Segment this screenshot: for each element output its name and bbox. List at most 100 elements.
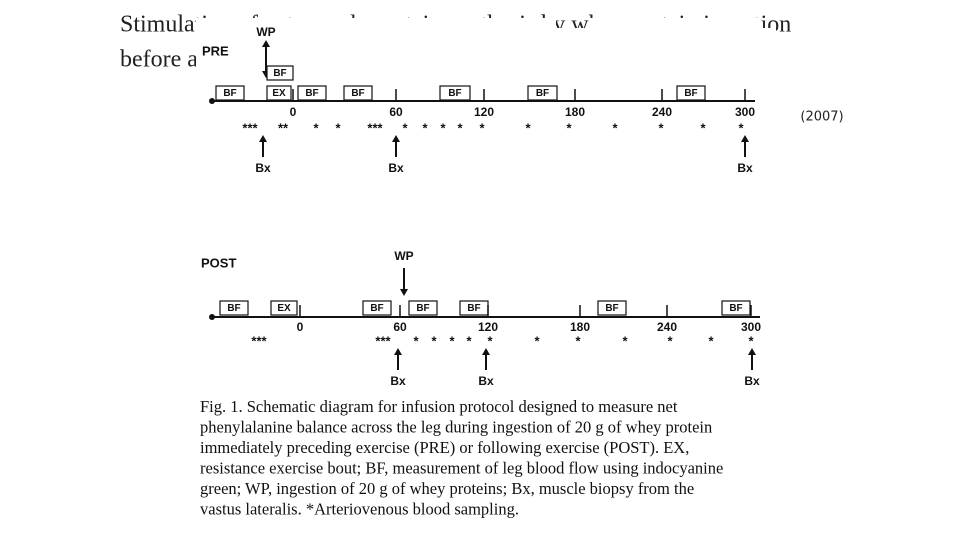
- sample-mark: ***: [367, 120, 383, 135]
- sample-mark: *: [413, 333, 419, 348]
- box-label: BF: [351, 88, 364, 99]
- year: (2007): [800, 110, 843, 125]
- sample-mark: *: [708, 333, 714, 348]
- sample-mark: ***: [375, 333, 391, 348]
- sample-mark: *: [466, 333, 472, 348]
- biopsy-label: Bx: [478, 374, 494, 388]
- sample-mark: *: [612, 120, 618, 135]
- box: [408, 300, 438, 316]
- sample-mark: *: [449, 333, 455, 348]
- biopsy-label: Bx: [388, 161, 404, 175]
- figure-panel: [196, 18, 556, 30]
- tick-label: 180: [570, 320, 590, 334]
- timeline-start: [209, 98, 215, 104]
- panel-label: PRE: [202, 43, 229, 58]
- box: [527, 85, 558, 101]
- sample-mark: ***: [251, 333, 267, 348]
- arrow-head: [394, 348, 402, 355]
- box: [266, 85, 292, 101]
- caption-line: resistance exercise bout; BF, measuremen…: [200, 458, 723, 477]
- arrow-head: [748, 348, 756, 355]
- box-label: BF: [729, 303, 742, 314]
- box-label: BF: [467, 303, 480, 314]
- box-label: EX: [277, 303, 291, 314]
- biopsy-label: Bx: [255, 161, 271, 175]
- sample-mark: *: [738, 120, 744, 135]
- sample-mark: *: [575, 333, 581, 348]
- box-label: BF: [305, 88, 318, 99]
- box: [439, 85, 471, 101]
- figure-panel: [590, 18, 760, 30]
- biopsy-label: Bx: [744, 374, 760, 388]
- box: [343, 85, 373, 101]
- sample-mark: *: [525, 120, 531, 135]
- sample-mark: *: [748, 333, 754, 348]
- tick-label: 60: [389, 105, 403, 119]
- box-label: BF: [448, 88, 461, 99]
- tick-label: 60: [393, 320, 407, 334]
- tick-label: 0: [290, 105, 297, 119]
- tick-label: 240: [657, 320, 677, 334]
- sample-mark: *: [457, 120, 463, 135]
- sample-mark: *: [534, 333, 540, 348]
- box-label: BF: [416, 303, 429, 314]
- tick-label: 300: [735, 105, 755, 119]
- tick-label: 0: [297, 320, 304, 334]
- sample-mark: *: [622, 333, 628, 348]
- box-label: BF: [223, 88, 236, 99]
- panel-label: POST: [201, 255, 236, 270]
- sample-mark: *: [313, 120, 319, 135]
- box: [215, 85, 245, 101]
- sample-mark: *: [440, 120, 446, 135]
- tick-label: 120: [478, 320, 498, 334]
- sample-mark: *: [335, 120, 341, 135]
- box: [297, 85, 327, 101]
- arrow-head: [392, 135, 400, 142]
- box: [676, 85, 706, 101]
- timeline-start: [209, 314, 215, 320]
- arrow-head: [400, 289, 408, 296]
- intervention-label: WP: [256, 25, 275, 39]
- sample-mark: *: [431, 333, 437, 348]
- biopsy-label: Bx: [737, 161, 753, 175]
- figure-panel: [196, 28, 776, 518]
- sample-mark: *: [487, 333, 493, 348]
- box-label: EX: [272, 88, 286, 99]
- biopsy-label: Bx: [390, 374, 406, 388]
- box-label: BF: [370, 303, 383, 314]
- caption-line: vastus lateralis. *Arteriovenous blood s…: [200, 499, 519, 518]
- sample-mark: **: [278, 120, 289, 135]
- sample-mark: *: [566, 120, 572, 135]
- arrow-head: [482, 348, 490, 355]
- intervention-label: WP: [394, 249, 413, 263]
- caption-line: phenylalanine balance across the leg dur…: [200, 417, 712, 436]
- arrow-head: [262, 40, 270, 47]
- box: [266, 65, 294, 81]
- box: [219, 300, 249, 316]
- box-label: BF: [227, 303, 240, 314]
- tick-label: 180: [565, 105, 585, 119]
- sample-mark: *: [402, 120, 408, 135]
- box: [270, 300, 298, 316]
- caption-line: green; WP, ingestion of 20 g of whey pro…: [200, 479, 694, 498]
- tick-label: 120: [474, 105, 494, 119]
- arrow-head: [259, 135, 267, 142]
- sample-mark: *: [422, 120, 428, 135]
- tick-label: 240: [652, 105, 672, 119]
- box: [721, 300, 751, 316]
- box-label: BF: [605, 303, 618, 314]
- caption-line: Fig. 1. Schematic diagram for infusion p…: [200, 397, 678, 416]
- box-label: BF: [273, 68, 286, 79]
- box-label: BF: [536, 88, 549, 99]
- box: [362, 300, 392, 316]
- sample-mark: *: [667, 333, 673, 348]
- sample-mark: ***: [242, 120, 258, 135]
- caption-line: immediately preceding exercise (PRE) or …: [200, 438, 689, 457]
- arrow-head: [741, 135, 749, 142]
- box-label: BF: [684, 88, 697, 99]
- sample-mark: *: [658, 120, 664, 135]
- sample-mark: *: [479, 120, 485, 135]
- box: [597, 300, 627, 316]
